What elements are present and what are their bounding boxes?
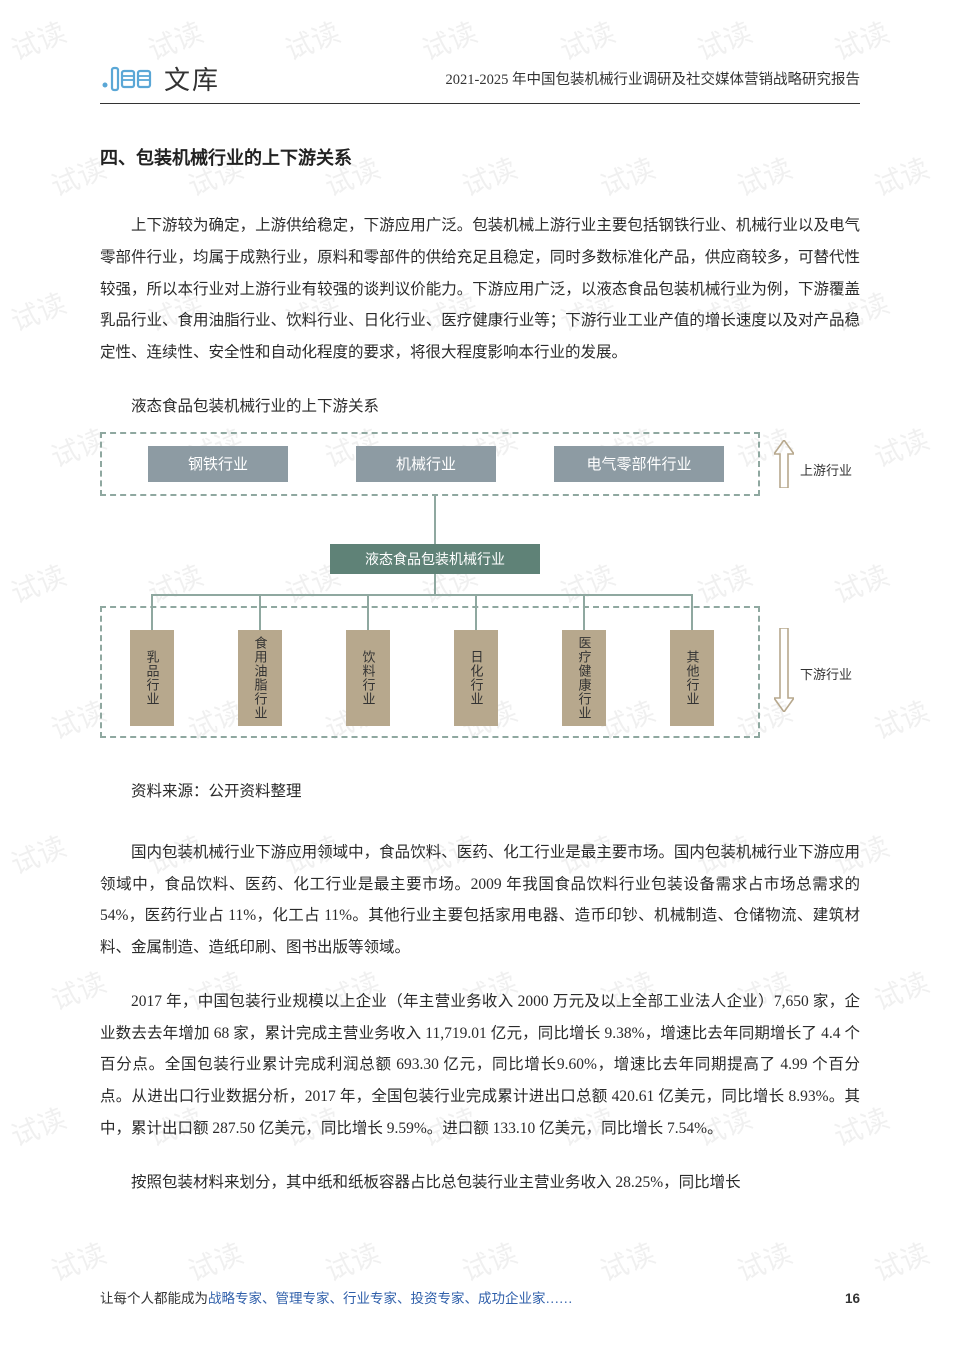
branch-drop-0 — [151, 594, 153, 630]
downstream-node-1: 食用油脂行业 — [238, 630, 282, 726]
watermark-text: 试读 — [730, 1232, 797, 1290]
paragraph-1: 上下游较为确定，上游供给稳定，下游应用广泛。包装机械上游行业主要包括钢铁行业、机… — [100, 210, 860, 369]
connector-top-mid — [434, 496, 436, 544]
paragraph-4: 按照包装材料来划分，其中纸和纸板容器占比总包装行业主营业务收入 28.25%，同… — [100, 1167, 860, 1199]
chart-source: 资料来源：公开资料整理 — [100, 776, 860, 807]
page-header: 文库 2021-2025 年中国包装机械行业调研及社交媒体营销战略研究报告 — [100, 60, 860, 104]
connector-mid-branch — [434, 574, 436, 594]
downstream-node-label-2: 饮料行业 — [359, 650, 378, 706]
footer-text: 让每个人都能成为战略专家、管理专家、行业专家、投资专家、成功企业家…… — [100, 1287, 573, 1307]
header-title: 2021-2025 年中国包装机械行业调研及社交媒体营销战略研究报告 — [446, 68, 860, 89]
watermark-text: 试读 — [45, 1232, 112, 1290]
paragraph-3: 2017 年，中国包装行业规模以上企业（年主营业务收入 2000 万元及以上全部… — [100, 986, 860, 1145]
connector-hbar — [152, 594, 692, 596]
downstream-node-2: 饮料行业 — [346, 630, 390, 726]
downstream-node-label-5: 其他行业 — [683, 650, 702, 706]
downstream-node-0: 乳品行业 — [130, 630, 174, 726]
watermark-text: 试读 — [456, 1232, 523, 1290]
downstream-arrow-icon — [774, 628, 794, 712]
footer-prefix: 让每个人都能成为 — [100, 1291, 208, 1306]
footer-keywords: 战略专家、管理专家、行业专家、投资专家、成功企业家…… — [208, 1291, 573, 1306]
branch-drop-5 — [691, 594, 693, 630]
watermark-text: 试读 — [319, 1232, 386, 1290]
upstream-node-1: 机械行业 — [356, 446, 496, 482]
watermark-text: 试读 — [593, 1232, 660, 1290]
downstream-dashed-box — [100, 606, 760, 738]
watermark-text: 试读 — [182, 1232, 249, 1290]
upstream-arrow-icon — [774, 440, 794, 488]
downstream-node-5: 其他行业 — [670, 630, 714, 726]
downstream-node-label-1: 食用油脂行业 — [251, 636, 270, 720]
branch-drop-1 — [259, 594, 261, 630]
upstream-right-label: 上游行业 — [800, 460, 852, 479]
downstream-node-label-3: 日化行业 — [467, 650, 486, 706]
downstream-node-3: 日化行业 — [454, 630, 498, 726]
downstream-node-label-4: 医疗健康行业 — [575, 636, 594, 720]
branch-drop-3 — [475, 594, 477, 630]
downstream-node-4: 医疗健康行业 — [562, 630, 606, 726]
downstream-right-label: 下游行业 — [800, 664, 852, 683]
watermark-text: 试读 — [867, 1232, 934, 1290]
upstream-node-2: 电气零部件行业 — [554, 446, 724, 482]
page-content: 文库 2021-2025 年中国包装机械行业调研及社交媒体营销战略研究报告 四、… — [0, 0, 960, 1238]
logo-icon — [100, 65, 156, 93]
footer-page-number: 16 — [845, 1291, 860, 1306]
logo-text: 文库 — [164, 60, 220, 97]
upstream-node-0: 钢铁行业 — [148, 446, 288, 482]
branch-drop-4 — [583, 594, 585, 630]
section-title: 四、包装机械行业的上下游关系 — [100, 144, 860, 170]
logo: 文库 — [100, 60, 220, 97]
page-footer: 让每个人都能成为战略专家、管理专家、行业专家、投资专家、成功企业家…… 16 — [100, 1287, 860, 1307]
downstream-node-label-0: 乳品行业 — [143, 650, 162, 706]
branch-drop-2 — [367, 594, 369, 630]
chart-caption: 液态食品包装机械行业的上下游关系 — [100, 391, 860, 422]
supply-chain-chart: 钢铁行业 机械行业 电气零部件行业液态食品包装机械行业乳品行业 食用油脂行业 饮料行业 日… — [100, 432, 860, 752]
paragraph-2: 国内包装机械行业下游应用领域中，食品饮料、医药、化工行业是最主要市场。国内包装机… — [100, 837, 860, 964]
middle-node: 液态食品包装机械行业 — [330, 544, 540, 574]
